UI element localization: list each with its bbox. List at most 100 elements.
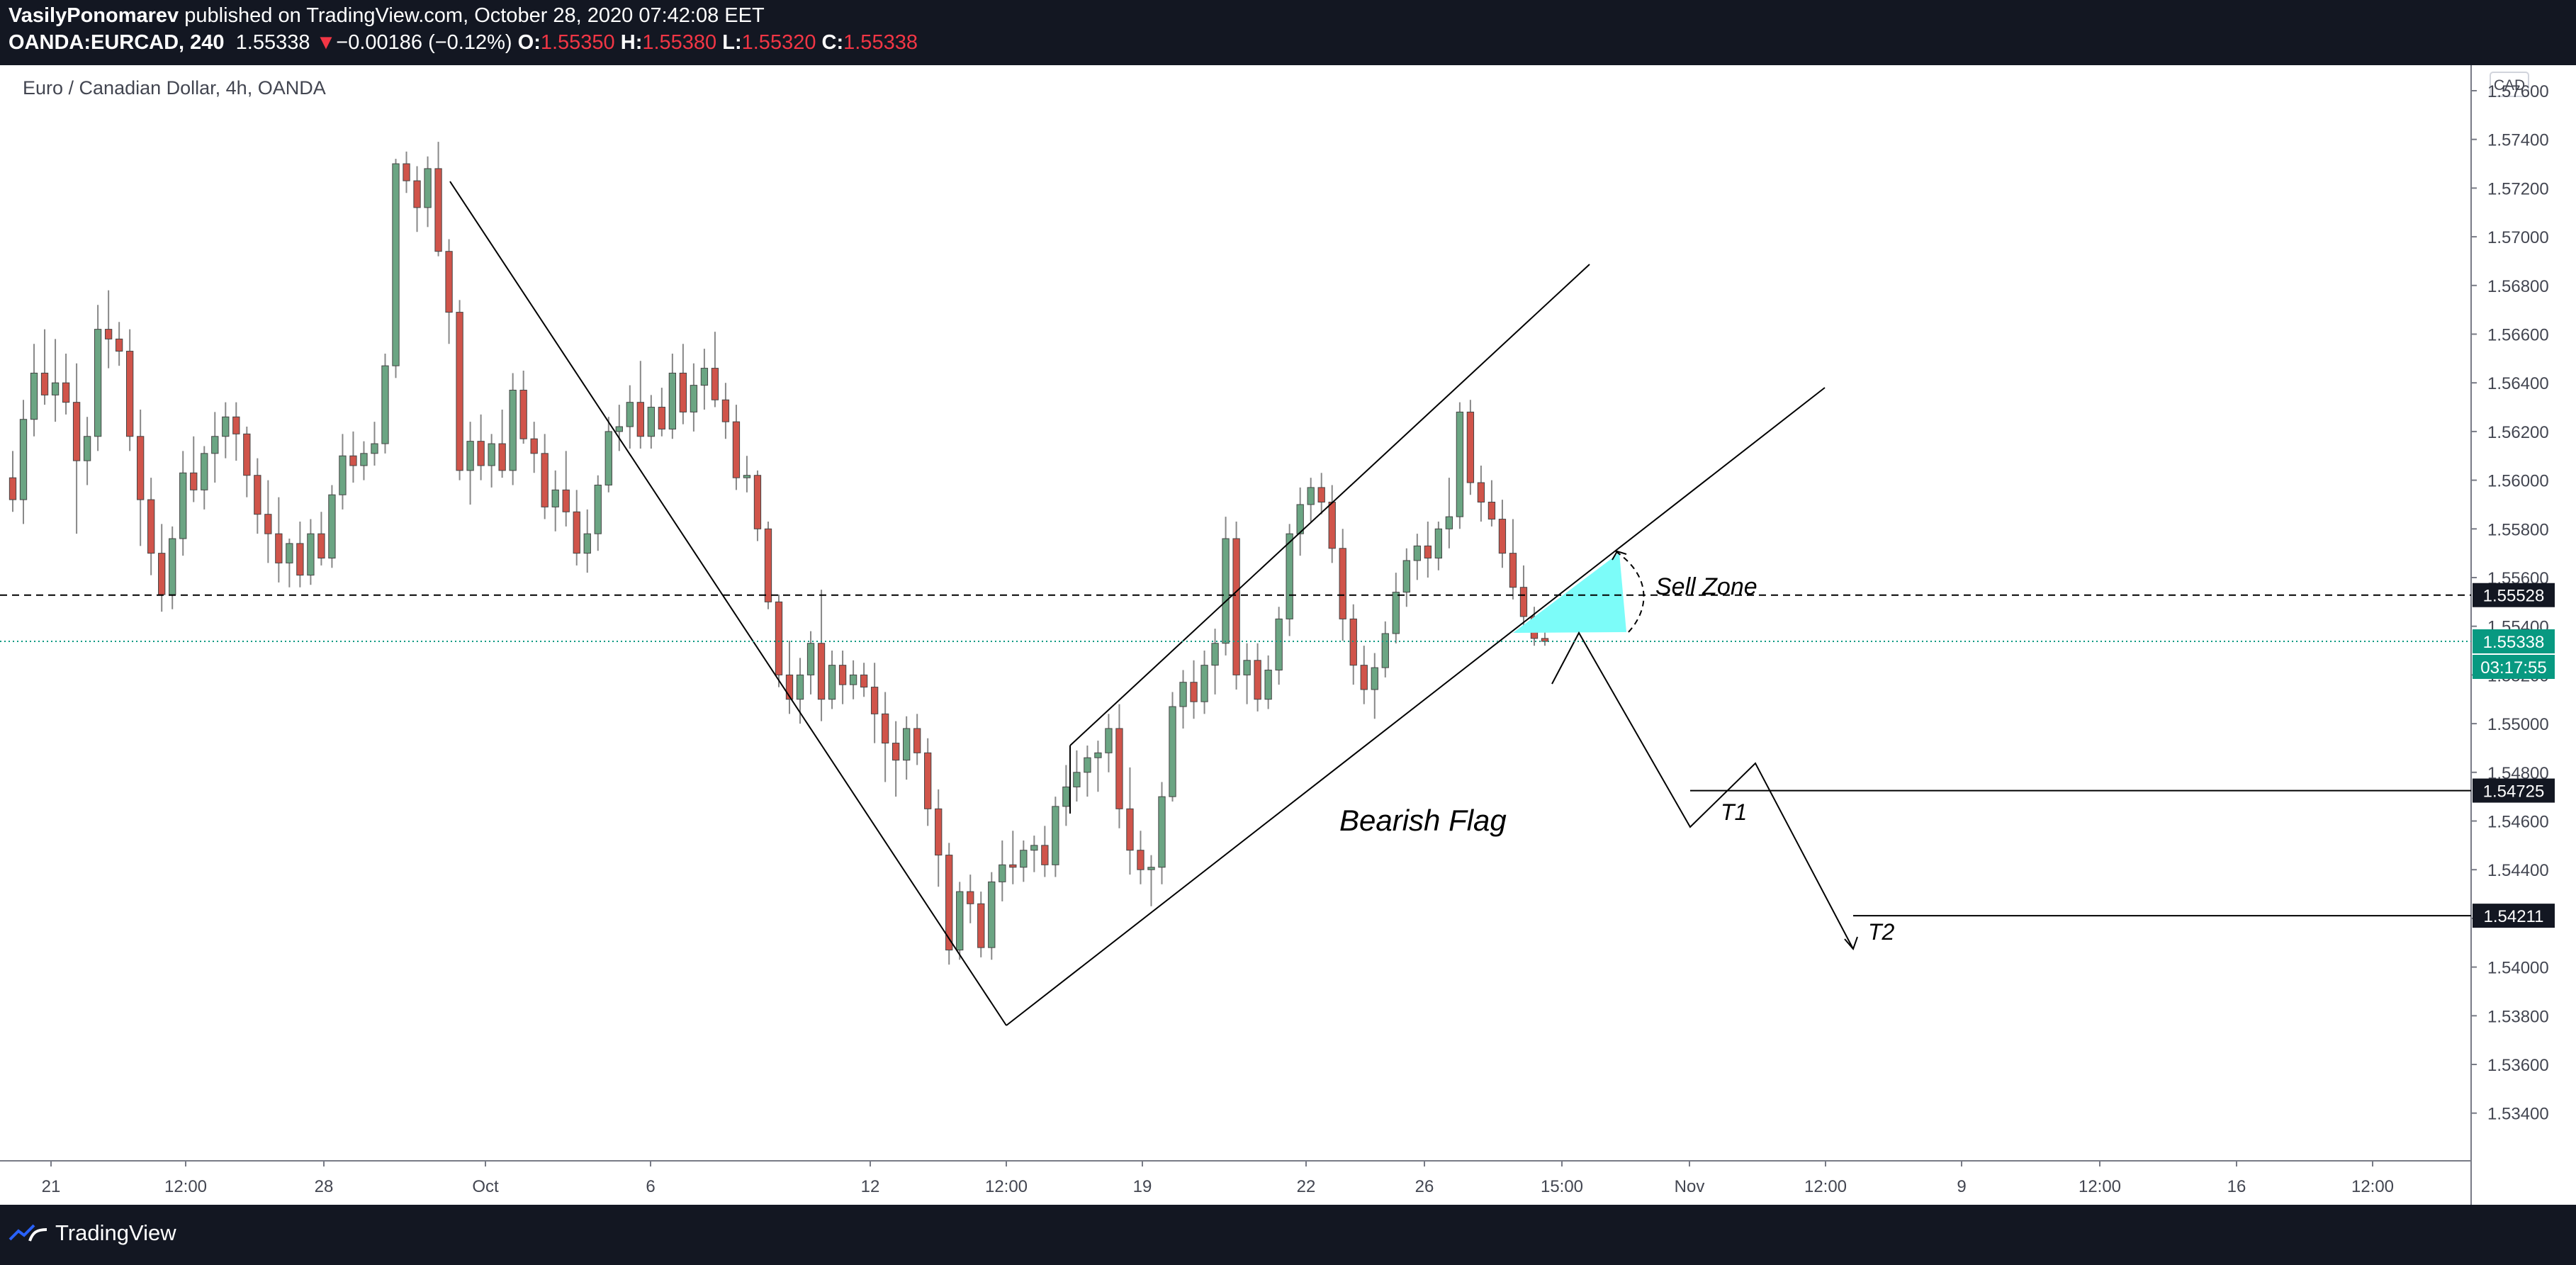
- author-name[interactable]: VasilyPonomarev: [9, 4, 179, 27]
- candle-body[interactable]: [999, 864, 1006, 882]
- candle-body[interactable]: [1084, 757, 1091, 773]
- sell-zone-label[interactable]: Sell Zone: [1655, 573, 1757, 600]
- candle-body[interactable]: [615, 426, 623, 432]
- candle-body[interactable]: [360, 453, 368, 466]
- candle-body[interactable]: [1147, 867, 1155, 870]
- candle-body[interactable]: [264, 514, 272, 534]
- candle-body[interactable]: [1349, 618, 1357, 666]
- candle-body[interactable]: [509, 390, 517, 471]
- candle-body[interactable]: [1030, 845, 1038, 851]
- candle-body[interactable]: [647, 407, 655, 437]
- candle-body[interactable]: [1041, 845, 1049, 865]
- candle-body[interactable]: [179, 472, 187, 539]
- candle-body[interactable]: [1317, 487, 1325, 503]
- candle-body[interactable]: [519, 390, 527, 439]
- candle-body[interactable]: [1105, 728, 1113, 753]
- candle-body[interactable]: [1009, 864, 1017, 868]
- candle-body[interactable]: [1222, 538, 1230, 644]
- flag-lower-line[interactable]: [1006, 387, 1826, 1026]
- candle-body[interactable]: [806, 643, 815, 675]
- candle-body[interactable]: [1243, 660, 1251, 675]
- candle-body[interactable]: [349, 455, 357, 466]
- t1-label[interactable]: T1: [1721, 799, 1747, 825]
- candle-body[interactable]: [551, 489, 559, 507]
- candle-body[interactable]: [19, 419, 28, 500]
- candle-body[interactable]: [317, 533, 325, 559]
- candle-body[interactable]: [307, 533, 315, 576]
- candle-body[interactable]: [1073, 772, 1081, 787]
- candle-body[interactable]: [967, 891, 974, 904]
- candle-body[interactable]: [371, 443, 378, 454]
- candle-body[interactable]: [838, 665, 847, 685]
- t2-label[interactable]: T2: [1868, 919, 1895, 945]
- candle-body[interactable]: [477, 441, 485, 466]
- candle-body[interactable]: [201, 453, 208, 490]
- candle-body[interactable]: [1275, 618, 1283, 671]
- candle-body[interactable]: [594, 484, 602, 534]
- candle-body[interactable]: [413, 180, 421, 208]
- candle-body[interactable]: [51, 382, 60, 395]
- candle-body[interactable]: [1094, 752, 1102, 758]
- candle-body[interactable]: [243, 433, 251, 476]
- candle-body[interactable]: [956, 891, 964, 951]
- candle-body[interactable]: [1487, 502, 1496, 520]
- candle-body[interactable]: [403, 163, 410, 181]
- candle-body[interactable]: [988, 881, 996, 948]
- candle-body[interactable]: [115, 338, 123, 352]
- candle-body[interactable]: [679, 372, 687, 412]
- candle-body[interactable]: [668, 372, 677, 429]
- candle-body[interactable]: [892, 743, 900, 761]
- candle-body[interactable]: [1169, 706, 1176, 797]
- candle-body[interactable]: [1360, 665, 1368, 690]
- candle-body[interactable]: [456, 312, 463, 471]
- candle-body[interactable]: [190, 472, 198, 490]
- candle-body[interactable]: [147, 499, 155, 554]
- candle-body[interactable]: [72, 402, 81, 461]
- candle-body[interactable]: [1328, 502, 1336, 549]
- candle-body[interactable]: [1445, 516, 1453, 529]
- sell-zone-area[interactable]: [1513, 553, 1626, 633]
- candle-body[interactable]: [796, 674, 804, 700]
- candle-body[interactable]: [1424, 545, 1432, 559]
- candle-body[interactable]: [1541, 638, 1549, 642]
- candle-body[interactable]: [498, 443, 506, 471]
- candle-body[interactable]: [1286, 533, 1293, 619]
- candle-body[interactable]: [977, 903, 985, 948]
- candle-body[interactable]: [828, 665, 836, 700]
- candle-body[interactable]: [1339, 548, 1346, 619]
- chart-canvas[interactable]: Euro / Canadian Dollar, 4h, OANDA CAD 1.…: [0, 65, 2576, 1205]
- candle-body[interactable]: [1392, 592, 1400, 634]
- candle-body[interactable]: [1371, 667, 1378, 690]
- candle-body[interactable]: [125, 351, 134, 437]
- candle-body[interactable]: [541, 453, 549, 507]
- candle-body[interactable]: [392, 163, 400, 366]
- candle-body[interactable]: [94, 329, 102, 437]
- candle-body[interactable]: [1381, 633, 1389, 668]
- candle-body[interactable]: [1052, 806, 1059, 865]
- candle-body[interactable]: [775, 601, 783, 675]
- candle-body[interactable]: [935, 808, 943, 856]
- candle-body[interactable]: [328, 494, 336, 559]
- candle-body[interactable]: [1434, 528, 1443, 559]
- horizontal-levels[interactable]: [0, 594, 2471, 917]
- candle-body[interactable]: [583, 533, 591, 554]
- candle-body[interactable]: [434, 168, 442, 252]
- candle-body[interactable]: [732, 421, 741, 478]
- candle-body[interactable]: [1158, 796, 1166, 868]
- candle-body[interactable]: [296, 543, 304, 576]
- candle-body[interactable]: [711, 368, 719, 400]
- candle-body[interactable]: [1519, 587, 1528, 617]
- candle-body[interactable]: [445, 251, 453, 313]
- flagpole-line[interactable]: [449, 181, 1007, 1026]
- candle-body[interactable]: [785, 674, 794, 700]
- candle-body[interactable]: [881, 713, 889, 744]
- candle-body[interactable]: [1498, 519, 1507, 554]
- candle-body[interactable]: [137, 436, 145, 500]
- candle-body[interactable]: [222, 416, 230, 437]
- candle-body[interactable]: [1509, 553, 1517, 588]
- candle-body[interactable]: [1020, 850, 1028, 868]
- candle-body[interactable]: [62, 382, 70, 403]
- candle-body[interactable]: [721, 399, 730, 422]
- candle-body[interactable]: [466, 441, 474, 471]
- candle-body[interactable]: [870, 687, 879, 714]
